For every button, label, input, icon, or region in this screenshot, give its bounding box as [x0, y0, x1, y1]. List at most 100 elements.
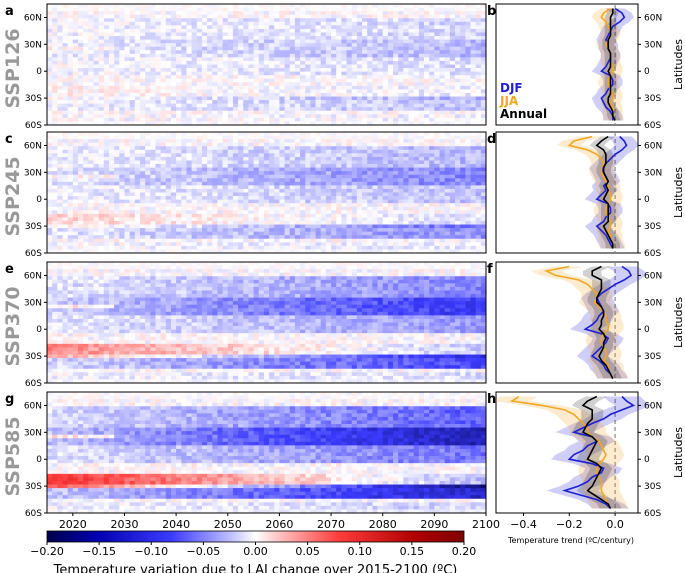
heatmap-cell — [129, 213, 136, 218]
heatmap-cell — [47, 114, 53, 119]
heatmap-cell — [201, 192, 208, 197]
lat-tick-label: 30N — [24, 40, 42, 50]
heatmap-cell — [170, 132, 177, 136]
heatmap-cell — [305, 36, 311, 40]
heatmap-cell — [439, 160, 446, 165]
heatmap-cell — [62, 11, 69, 16]
heatmap-cell — [103, 53, 110, 58]
heatmap-cell — [362, 178, 368, 183]
heatmap-cell — [191, 164, 198, 168]
heatmap-cell — [393, 213, 399, 218]
heatmap-cell — [145, 64, 151, 69]
heatmap-cell — [300, 181, 306, 186]
heatmap-cell — [310, 192, 316, 197]
heatmap-cell — [129, 32, 136, 37]
heatmap-cell — [408, 156, 415, 161]
heatmap-cell — [62, 50, 69, 55]
heatmap-cell — [413, 181, 420, 186]
heatmap-cell — [201, 53, 208, 58]
heatmap-cell — [160, 196, 167, 201]
heatmap-cell — [325, 53, 332, 58]
heatmap-cell — [83, 142, 89, 147]
heatmap-cell — [88, 110, 94, 115]
heatmap-cell — [336, 199, 342, 204]
heatmap-cell — [429, 4, 435, 8]
heatmap-cell — [108, 174, 115, 179]
heatmap-cell — [160, 75, 167, 80]
heatmap-cell — [222, 188, 229, 193]
heatmap-cell — [449, 153, 456, 158]
heatmap-cell — [181, 217, 187, 222]
heatmap-cell — [170, 117, 177, 122]
heatmap-cell — [269, 21, 275, 26]
heatmap-cell — [150, 18, 156, 23]
heatmap-cell — [470, 114, 477, 119]
heatmap-cell — [196, 78, 203, 83]
heatmap-cell — [248, 46, 254, 51]
heatmap-cell — [449, 71, 456, 76]
heatmap-cell — [331, 135, 337, 140]
heatmap-cell — [331, 78, 337, 83]
heatmap-cell — [243, 78, 249, 83]
heatmap-cell — [212, 107, 218, 112]
heatmap-cell — [52, 185, 58, 190]
heatmap-cell — [243, 82, 249, 87]
heatmap-cell — [212, 78, 218, 83]
heatmap-cell — [248, 185, 254, 190]
heatmap-cell — [258, 160, 265, 165]
heatmap-cell — [150, 50, 156, 55]
heatmap-cell — [444, 203, 451, 208]
heatmap-cell — [475, 153, 482, 158]
heatmap-cell — [408, 96, 415, 101]
heatmap-cell — [346, 110, 353, 115]
heatmap-cell — [124, 117, 131, 122]
heatmap-cell — [429, 139, 435, 144]
heatmap-cell — [212, 153, 218, 158]
heatmap-cell — [310, 68, 316, 73]
heatmap-cell — [170, 78, 177, 83]
heatmap-cell — [217, 92, 223, 97]
heatmap-cell — [67, 110, 74, 115]
heatmap-cell — [305, 28, 311, 33]
heatmap-cell — [336, 25, 342, 30]
heatmap-cell — [88, 199, 94, 204]
heatmap-cell — [387, 103, 394, 108]
heatmap-cell — [382, 68, 389, 73]
heatmap-cell — [263, 149, 270, 154]
heatmap-cell — [315, 142, 322, 147]
heatmap-cell — [258, 135, 265, 140]
heatmap-cell — [269, 110, 275, 115]
heatmap-cell — [480, 206, 487, 211]
heatmap-cell — [160, 135, 167, 140]
heatmap-cell — [429, 60, 435, 65]
heatmap-cell — [356, 185, 363, 190]
heatmap-cell — [238, 64, 244, 69]
heatmap-cell — [258, 46, 265, 51]
heatmap-cell — [356, 4, 363, 8]
heatmap-cell — [387, 210, 394, 215]
heatmap-cell — [403, 46, 409, 51]
heatmap-cell — [274, 132, 280, 136]
heatmap-cell — [114, 117, 120, 122]
heatmap-cell — [444, 43, 451, 48]
heatmap-cell — [253, 85, 260, 90]
heatmap-cell — [398, 181, 404, 186]
heatmap-cell — [356, 153, 363, 158]
heatmap-cell — [217, 68, 223, 73]
heatmap-cell — [134, 57, 141, 62]
heatmap-cell — [176, 110, 182, 115]
heatmap-cell — [465, 25, 471, 30]
heatmap-cell — [62, 32, 69, 37]
heatmap-cell — [382, 167, 389, 172]
heatmap-cell — [398, 206, 404, 211]
heatmap-cell — [418, 213, 425, 218]
heatmap-cell — [72, 142, 79, 147]
heatmap-cell — [393, 82, 399, 87]
heatmap-cell — [331, 149, 337, 154]
heatmap-cell — [300, 174, 306, 179]
heatmap-cell — [470, 85, 477, 90]
heatmap-cell — [294, 217, 301, 222]
heatmap-cell — [103, 7, 110, 12]
heatmap-cell — [67, 167, 74, 172]
heatmap-cell — [346, 117, 353, 122]
